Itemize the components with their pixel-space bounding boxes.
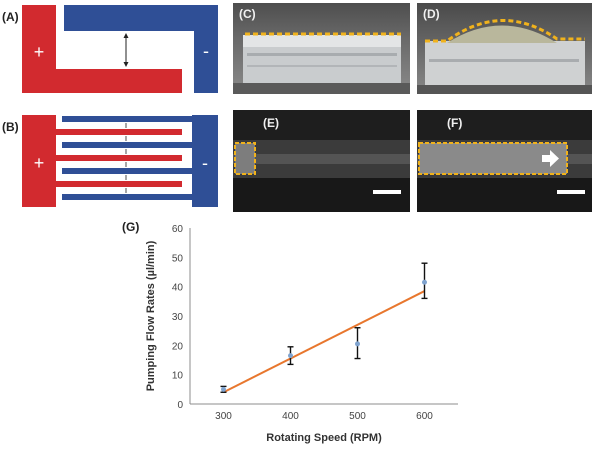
liquid-bulge-line (425, 19, 585, 43)
x-tick-label: 400 (282, 411, 299, 422)
error-bars (220, 262, 428, 393)
panel-label-e: (E) (263, 116, 279, 130)
fit-line-group (223, 290, 425, 394)
y-tick-label: 20 (172, 341, 184, 352)
negative-finger (62, 142, 192, 148)
data-point (288, 353, 293, 359)
photo-f: (F) (417, 110, 592, 212)
photo-c: (C) (233, 3, 410, 94)
plus-sign-a: + (34, 42, 45, 62)
negative-finger (62, 168, 192, 174)
minus-sign-b: - (202, 153, 208, 173)
plus-sign-b: + (34, 153, 45, 173)
y-tick-label: 30 (172, 312, 184, 323)
negative-electrode-top-bar (64, 5, 218, 31)
panel-label-b: (B) (2, 120, 19, 134)
panel-label-g: (G) (122, 220, 140, 234)
data-point (221, 386, 226, 392)
data-point (355, 341, 360, 347)
data-point (422, 279, 427, 285)
fluid-front-box (234, 142, 256, 175)
scale-bar-f (557, 190, 585, 194)
y-axis-label: Pumping Flow Rates (µl/min) (145, 240, 157, 391)
negative-electrode-comb-spine (192, 115, 218, 207)
minus-sign-a: - (203, 41, 209, 61)
x-tick-label: 300 (215, 411, 232, 422)
positive-finger (56, 181, 182, 187)
scale-bar-e (373, 190, 401, 194)
y-axis-ticks: 0 10 20 30 40 50 60 (172, 224, 184, 411)
negative-electrode-side-bar (194, 5, 218, 93)
y-tick-label: 60 (172, 224, 184, 235)
negative-finger (62, 116, 192, 122)
panel-label-a: (A) (2, 10, 19, 24)
y-tick-label: 0 (177, 400, 183, 411)
photo-e: (E) (233, 110, 410, 212)
photo-d: (D) (417, 3, 592, 94)
x-axis-label: Rotating Speed (RPM) (266, 432, 382, 444)
x-tick-label: 600 (416, 411, 433, 422)
panel-label-f: (F) (447, 116, 463, 130)
positive-finger (56, 129, 182, 135)
data-points (221, 279, 427, 392)
negative-finger (62, 194, 192, 200)
flow-direction-arrow (542, 150, 559, 167)
flow-rate-chart: 0 10 20 30 40 50 60 300 400 500 600 Rotating Spee… (145, 224, 458, 444)
fit-line (223, 290, 425, 394)
y-tick-label: 50 (172, 253, 184, 264)
y-tick-label: 40 (172, 283, 184, 294)
positive-electrode-bottom-bar (22, 69, 182, 93)
y-tick-label: 10 (172, 371, 184, 382)
positive-electrode-comb-spine (22, 115, 56, 207)
electrode-diagram-a: + - (22, 5, 218, 93)
x-tick-label: 500 (349, 411, 366, 422)
electrode-diagram-b: + - (22, 115, 218, 207)
panel-label-d: (D) (423, 7, 440, 21)
positive-finger (56, 155, 182, 161)
panel-label-c: (C) (239, 7, 256, 21)
x-axis-ticks: 300 400 500 600 (215, 411, 433, 422)
